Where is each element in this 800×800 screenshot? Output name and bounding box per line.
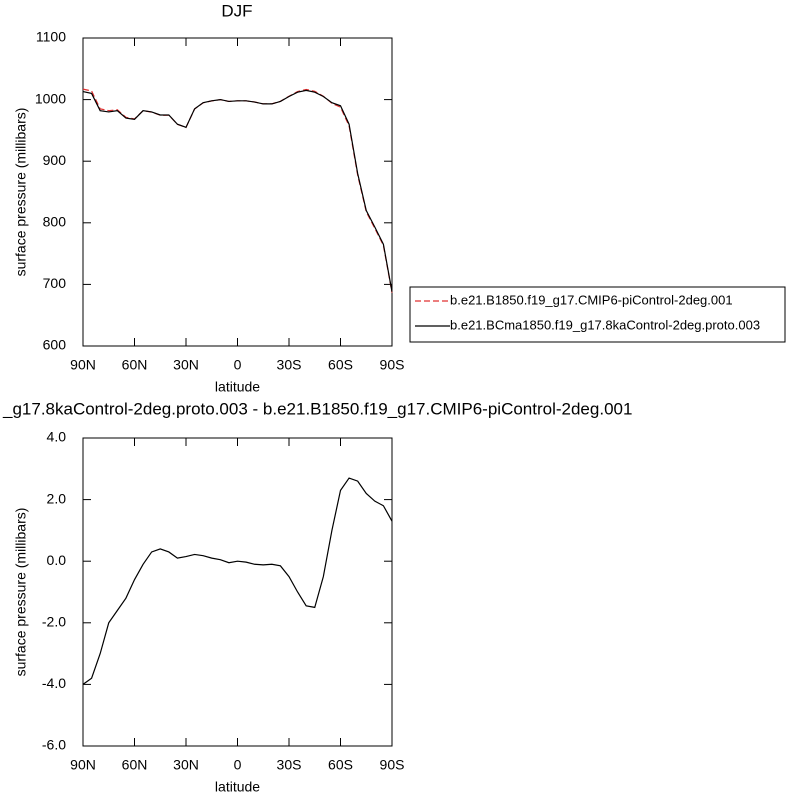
- y-tick-label: 700: [43, 275, 67, 291]
- y-tick-label: 600: [43, 337, 67, 353]
- y-tick-label: 900: [43, 152, 67, 168]
- y-tick-label: 1000: [35, 90, 66, 106]
- x-tick-label: 30N: [173, 357, 199, 373]
- legend-label: b.e21.B1850.f19_g17.CMIP6-piControl-2deg…: [450, 292, 733, 307]
- y-tick-label: -2.0: [42, 614, 66, 630]
- y-tick-label: 4.0: [47, 429, 67, 445]
- x-axis-label: latitude: [215, 779, 260, 795]
- y-tick-label: -4.0: [42, 675, 66, 691]
- x-tick-label: 30N: [173, 757, 199, 773]
- x-tick-label: 90S: [380, 757, 405, 773]
- y-axis-label: surface pressure (millibars): [13, 508, 29, 677]
- x-tick-label: 60S: [328, 757, 353, 773]
- data-line: [82, 88, 393, 293]
- x-tick-label: 60N: [122, 757, 148, 773]
- data-line: [82, 477, 393, 685]
- chart-title: DJF: [221, 1, 252, 20]
- x-axis-label: latitude: [215, 379, 260, 395]
- y-tick-label: 2.0: [47, 490, 67, 506]
- y-tick-label: 1100: [36, 29, 66, 45]
- legend-label: b.e21.BCma1850.f19_g17.8kaControl-2deg.p…: [450, 317, 760, 332]
- legend-box: [409, 286, 786, 343]
- x-tick-label: 90N: [70, 357, 96, 373]
- y-tick-label: 800: [43, 214, 67, 230]
- x-tick-label: 30S: [277, 757, 302, 773]
- x-tick-label: 90N: [70, 757, 96, 773]
- data-line: [82, 89, 393, 292]
- x-tick-label: 0: [234, 357, 242, 373]
- x-tick-label: 60N: [122, 357, 148, 373]
- x-tick-label: 0: [234, 757, 242, 773]
- chart-title: _g17.8kaControl-2deg.proto.003 - b.e21.B…: [2, 399, 632, 418]
- x-tick-label: 90S: [380, 357, 405, 373]
- x-tick-label: 60S: [328, 357, 353, 373]
- y-tick-label: -6.0: [42, 737, 66, 753]
- plot-frame: [82, 37, 393, 347]
- y-tick-label: 0.0: [47, 552, 67, 568]
- x-tick-label: 30S: [277, 357, 302, 373]
- y-axis-label: surface pressure (millibars): [13, 108, 29, 277]
